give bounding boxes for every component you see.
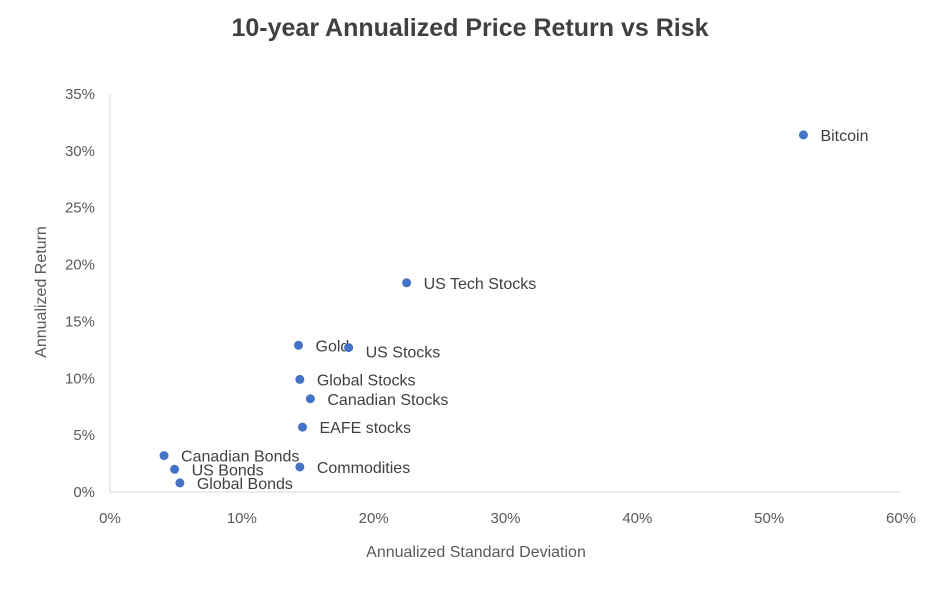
y-tick-label: 25% bbox=[65, 200, 95, 217]
data-label: Canadian Stocks bbox=[327, 392, 448, 409]
data-label: Gold bbox=[316, 338, 350, 355]
chart-title: 10-year Annualized Price Return vs Risk bbox=[231, 14, 709, 42]
x-tick-label: 40% bbox=[622, 510, 652, 527]
y-axis-title: Annualized Return bbox=[33, 226, 50, 358]
y-tick-label: 30% bbox=[65, 143, 95, 160]
y-tick-label: 15% bbox=[65, 313, 95, 330]
data-point bbox=[402, 278, 412, 288]
data-label: EAFE stocks bbox=[319, 420, 411, 437]
y-tick-label: 35% bbox=[65, 86, 95, 103]
y-tick-label: 10% bbox=[65, 370, 95, 387]
data-point bbox=[159, 451, 169, 461]
data-point bbox=[175, 478, 185, 488]
y-tick-label: 0% bbox=[73, 484, 95, 501]
data-label: Bitcoin bbox=[820, 128, 868, 145]
data-point bbox=[305, 394, 315, 404]
x-tick-label: 20% bbox=[359, 510, 389, 527]
data-label: Canadian Bonds bbox=[181, 449, 299, 466]
data-label: Global Bonds bbox=[197, 476, 293, 493]
data-label: Commodities bbox=[317, 460, 410, 477]
data-label: US Tech Stocks bbox=[424, 276, 537, 293]
x-tick-label: 30% bbox=[490, 510, 520, 527]
x-tick-label: 60% bbox=[886, 510, 916, 527]
data-point bbox=[295, 462, 305, 472]
x-tick-label: 10% bbox=[227, 510, 257, 527]
data-label: US Bonds bbox=[192, 462, 264, 479]
data-point bbox=[295, 374, 305, 384]
data-point bbox=[798, 130, 808, 140]
x-axis-title: Annualized Standard Deviation bbox=[366, 544, 586, 561]
x-tick-label: 0% bbox=[99, 510, 121, 527]
data-point bbox=[170, 464, 180, 474]
data-label: US Stocks bbox=[366, 345, 441, 362]
data-label: Global Stocks bbox=[317, 372, 416, 389]
data-point bbox=[294, 340, 304, 350]
y-tick-label: 20% bbox=[65, 257, 95, 274]
data-point bbox=[344, 343, 354, 353]
x-tick-label: 50% bbox=[754, 510, 784, 527]
data-point bbox=[297, 422, 307, 432]
y-tick-label: 5% bbox=[73, 427, 95, 444]
